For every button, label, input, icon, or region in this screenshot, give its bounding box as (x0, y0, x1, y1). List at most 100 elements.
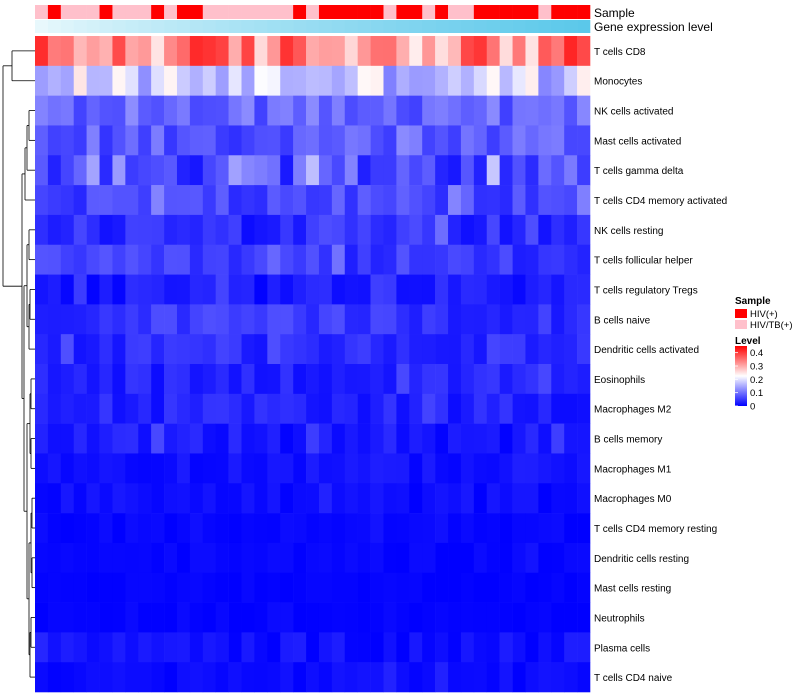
sample-annotation-cell (538, 5, 552, 19)
heatmap-cell (344, 244, 358, 275)
sample-annotation-cell (577, 5, 591, 19)
heatmap-cell (396, 602, 410, 633)
heatmap-cell (499, 125, 513, 156)
gene-expression-annotation-bar (35, 20, 591, 33)
heatmap-cell (499, 95, 513, 126)
heatmap-cell (35, 364, 49, 395)
heatmap-cell (577, 483, 591, 514)
heatmap-cell (499, 572, 513, 603)
heatmap-cell (370, 483, 384, 514)
gene-expression-cell (448, 20, 462, 33)
heatmap-cell (499, 244, 513, 275)
heatmap-cell (176, 572, 191, 603)
heatmap-cell (499, 602, 513, 633)
heatmap-cell (306, 393, 320, 424)
heatmap-cell (293, 662, 307, 693)
heatmap-cell (86, 572, 100, 603)
heatmap-cell (448, 393, 462, 424)
heatmap-cell (551, 453, 565, 484)
heatmap-cell (35, 483, 49, 514)
heatmap-cell (564, 214, 578, 246)
heatmap-cell (138, 65, 152, 96)
heatmap-cell (112, 214, 126, 246)
gene-expression-cell (35, 20, 49, 33)
heatmap-cell (577, 513, 591, 544)
heatmap-cell (99, 393, 113, 424)
heatmap-cell (538, 483, 552, 514)
heatmap-cell (370, 95, 384, 126)
heatmap-cell (344, 304, 358, 335)
heatmap-cell (577, 155, 591, 186)
heatmap-cell (344, 513, 358, 544)
heatmap-cell (370, 214, 384, 246)
heatmap-cell (422, 542, 436, 574)
heatmap-cell (422, 274, 436, 305)
heatmap-cell (202, 513, 216, 544)
heatmap-cell (318, 662, 333, 693)
legend-swatch-hivtb (735, 320, 747, 329)
heatmap-cell (344, 572, 358, 603)
heatmap-cell (189, 334, 204, 365)
heatmap-cell (35, 662, 49, 693)
heatmap-cell (189, 423, 204, 454)
heatmap-cell (331, 65, 346, 96)
heatmap-cell (396, 36, 410, 67)
heatmap-cell (435, 483, 449, 514)
heatmap-cell (164, 662, 178, 693)
heatmap-cell (383, 334, 397, 365)
heatmap-cell (551, 36, 565, 67)
heatmap-cell (35, 274, 49, 305)
heatmap-cell (435, 274, 449, 305)
gene-expression-cell (99, 20, 113, 33)
heatmap-cell (473, 125, 488, 156)
row-label: Macrophages M1 (594, 464, 672, 475)
heatmap-cell (473, 304, 488, 335)
heatmap-cell (86, 214, 100, 246)
heatmap-cell (241, 155, 255, 186)
heatmap-cell (564, 602, 578, 633)
heatmap-cell (267, 572, 281, 603)
heatmap-cell (435, 393, 449, 424)
heatmap-cell (189, 483, 204, 514)
heatmap-cell (189, 274, 204, 305)
heatmap-cell (551, 572, 565, 603)
heatmap-cell (151, 513, 165, 544)
heatmap-cell (125, 304, 139, 335)
heatmap-cell (460, 453, 475, 484)
heatmap-cell (370, 304, 384, 335)
heatmap-cell (538, 662, 552, 693)
heatmap-cell (396, 513, 410, 544)
heatmap-cell (538, 542, 552, 574)
legend-level-title: Level (735, 336, 761, 347)
heatmap-cell (189, 453, 204, 484)
heatmap-cell (189, 65, 204, 96)
heatmap-cell (460, 95, 475, 126)
heatmap-cell (267, 483, 281, 514)
heatmap-cell (125, 602, 139, 633)
heatmap-cell (241, 513, 255, 544)
heatmap-cell (448, 513, 462, 544)
heatmap-cell (293, 483, 307, 514)
heatmap-cell (254, 65, 268, 96)
gene-expression-cell (422, 20, 436, 33)
heatmap-cell (564, 95, 578, 126)
heatmap-cell (189, 572, 204, 603)
heatmap-cell (460, 662, 475, 693)
heatmap-cell (86, 364, 100, 395)
heatmap-cell (189, 36, 204, 67)
heatmap-cell (176, 244, 191, 275)
heatmap-cell (202, 36, 216, 67)
heatmap-cell (35, 244, 49, 275)
heatmap-cell (383, 244, 397, 275)
heatmap-cell (577, 632, 591, 663)
heatmap-cell (383, 662, 397, 693)
heatmap-cell (86, 483, 100, 514)
heatmap-cell (318, 125, 333, 156)
heatmap-cell (202, 483, 216, 514)
heatmap-cell (47, 334, 62, 365)
heatmap-cell (254, 95, 268, 126)
heatmap-cell (35, 423, 49, 454)
heatmap-cell (448, 423, 462, 454)
row-label: B cells memory (594, 435, 662, 446)
heatmap-cell (241, 632, 255, 663)
